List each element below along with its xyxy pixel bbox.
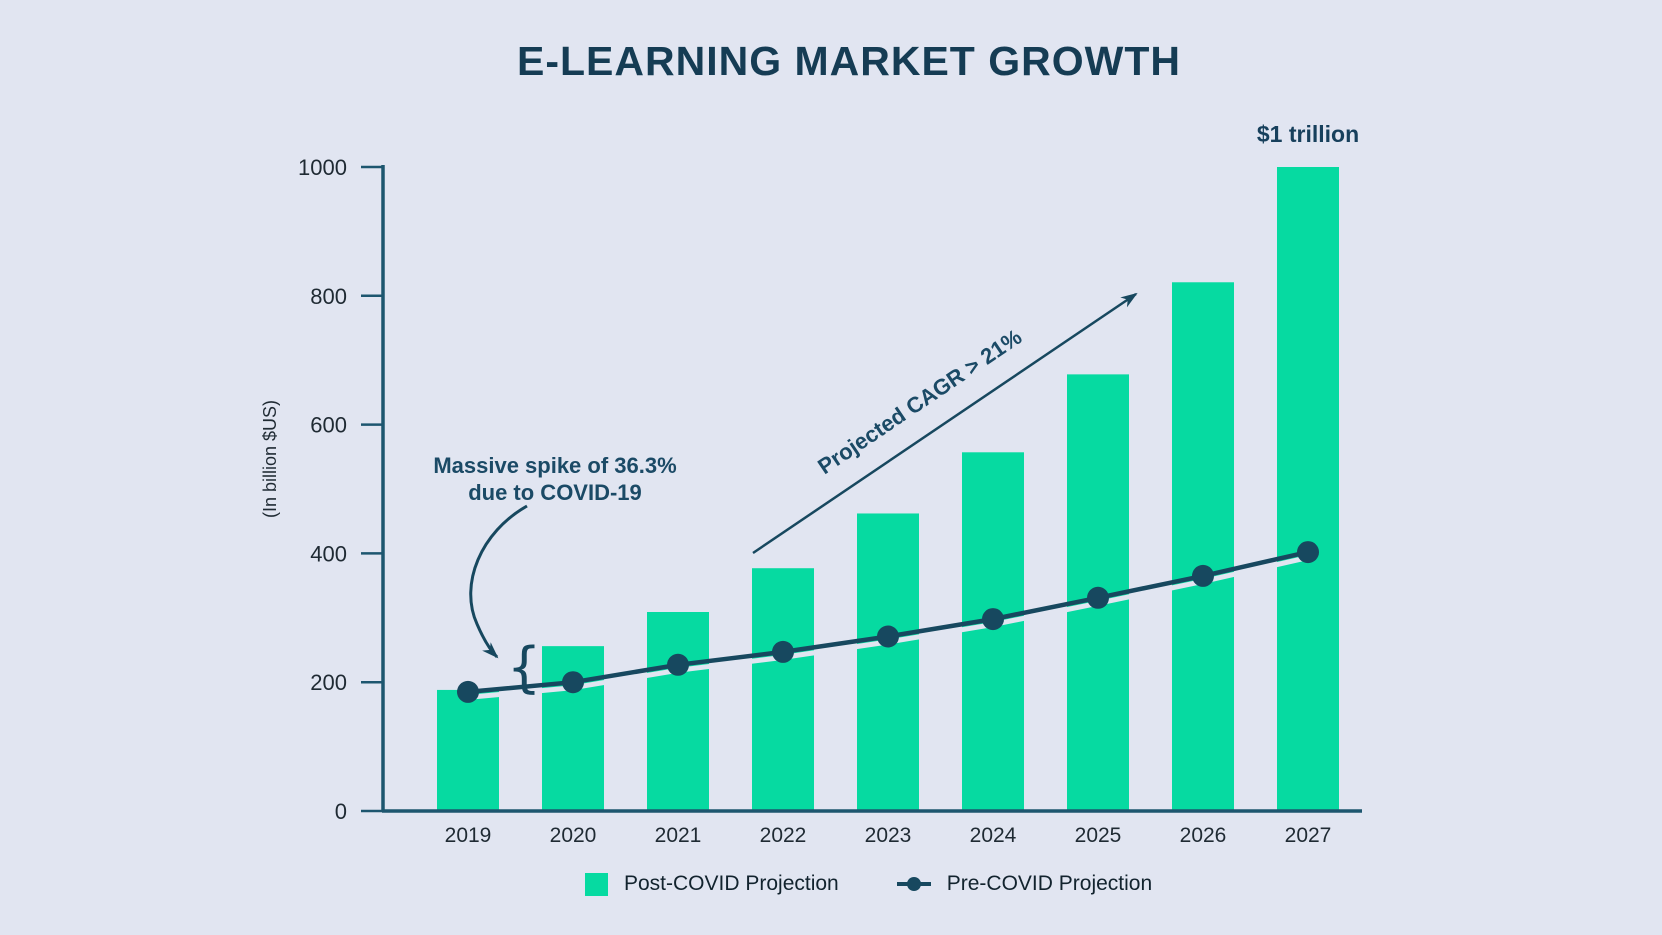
legend-item-post-covid: Post-COVID Projection [585,872,839,896]
y-tick-label: 200 [310,670,347,695]
spike-brace: { [507,636,541,699]
bar-2026 [1172,282,1234,811]
x-tick-label: 2020 [550,824,597,847]
pre-covid-point-2026 [1192,564,1214,587]
x-tick-label: 2024 [970,824,1017,847]
x-tick-label: 2027 [1285,824,1332,847]
x-tick-label: 2023 [865,824,912,847]
trillion-annotation: $1 trillion [1256,121,1360,147]
x-tick-label: 2026 [1180,824,1227,847]
y-tick-label: 1000 [298,155,347,180]
bar-2021 [647,612,709,811]
pre-covid-point-2022 [772,640,794,663]
pre-covid-point-2020 [562,671,584,694]
spike-annotation: Massive spike of 36.3% due to COVID-19 [405,452,705,506]
bar-2023 [857,513,919,811]
pre-covid-swatch-icon [896,873,931,895]
bar-2022 [752,568,814,811]
x-tick-label: 2019 [445,824,492,847]
pre-covid-point-2023 [877,625,899,648]
bar-2019 [437,689,499,811]
y-axis-title: (In billion $US) [260,399,280,519]
pre-covid-point-2027 [1297,541,1319,564]
y-tick-label: 800 [310,284,347,309]
spike-arrow [469,504,528,659]
spike-annotation-line2: due to COVID-19 [468,480,642,505]
legend-label-pre-covid: Pre-COVID Projection [946,872,1153,895]
bar-2020 [542,646,604,811]
bar-2024 [962,452,1024,811]
post-covid-swatch-icon [585,872,608,896]
spike-annotation-line1: Massive spike of 36.3% [433,453,677,478]
x-tick-label: 2021 [655,824,702,847]
pre-covid-point-2019 [457,680,479,703]
chart-title: E-LEARNING MARKET GROWTH [516,38,1181,84]
cagr-arrow [752,292,1138,555]
bar-2027 [1277,167,1339,811]
pre-covid-point-2025 [1087,586,1109,609]
y-tick-label: 400 [310,541,347,566]
legend: Post-COVID Projection Pre-COVID Projecti… [585,872,1152,896]
legend-item-pre-covid: Pre-COVID Projection [896,872,1153,896]
x-tick-label: 2022 [760,824,807,847]
x-tick-label: 2025 [1075,824,1122,847]
legend-label-post-covid: Post-COVID Projection [624,872,839,895]
y-tick-label: 600 [310,413,347,438]
pre-covid-point-2024 [982,608,1004,631]
y-tick-label: 0 [335,799,347,824]
pre-covid-point-2021 [667,653,689,676]
